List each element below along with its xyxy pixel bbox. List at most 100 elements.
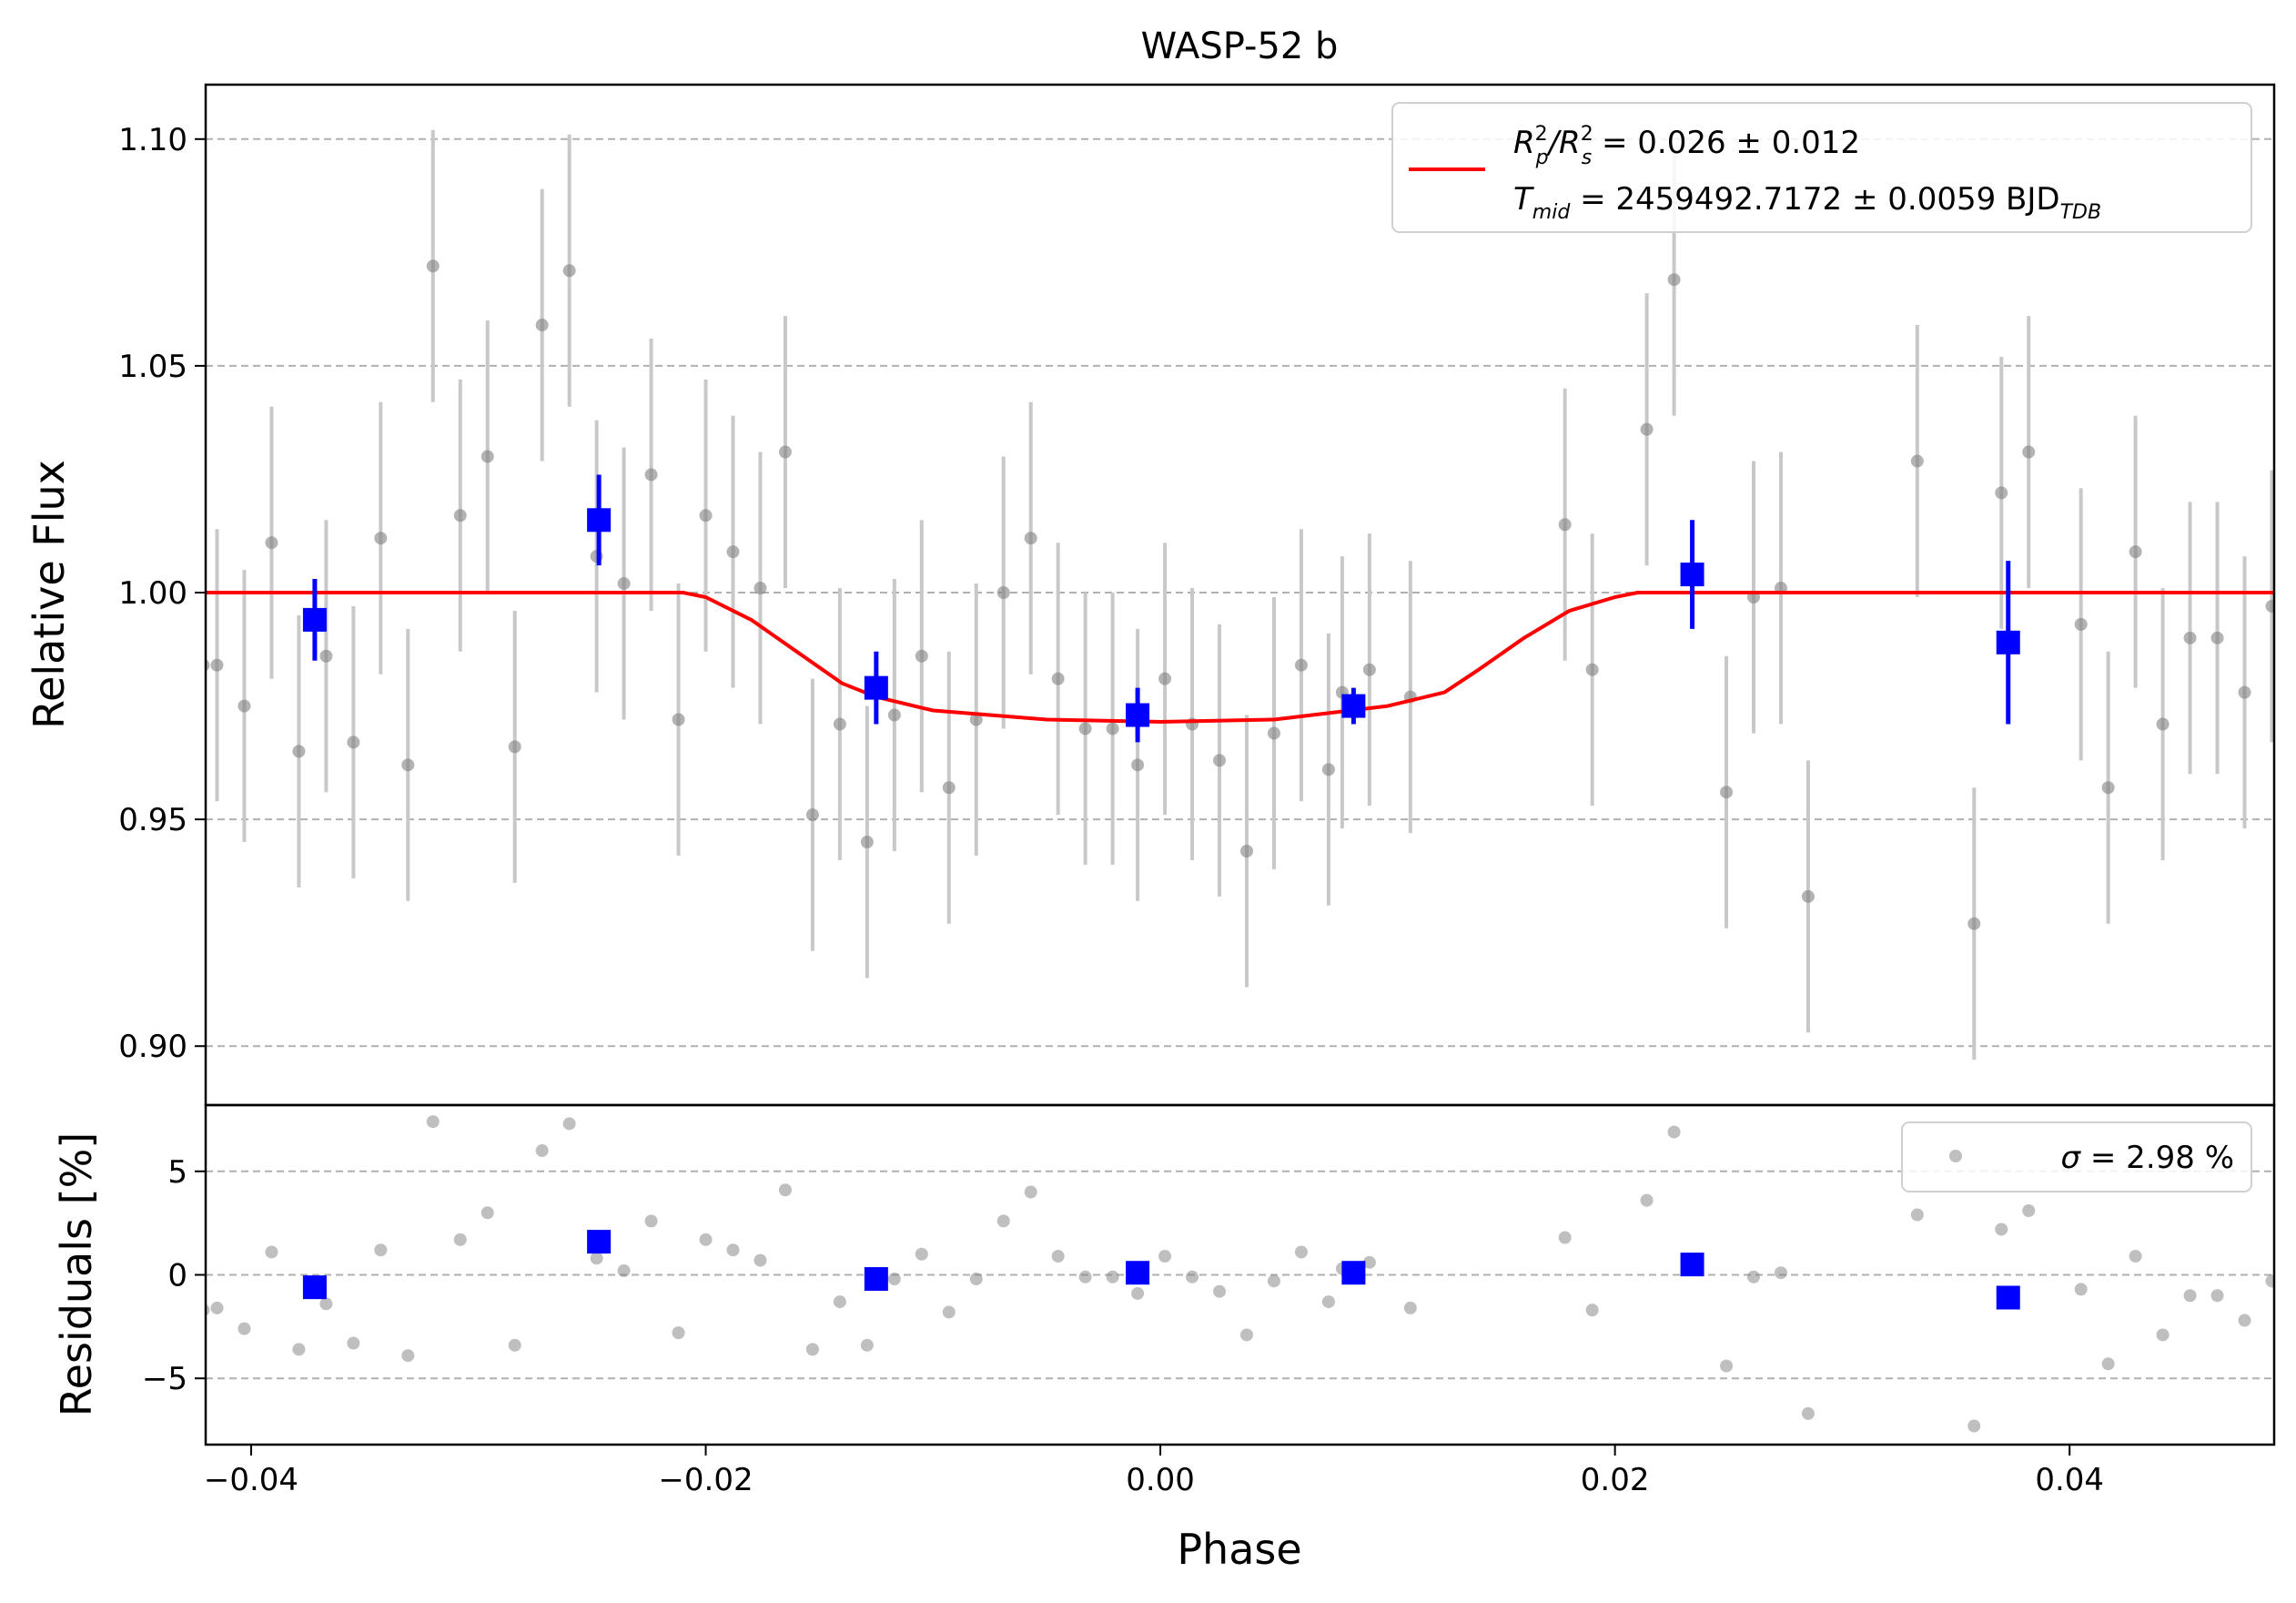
binned-point xyxy=(1126,703,1150,727)
x-tick-label: 0.02 xyxy=(1581,1462,1650,1498)
residual-point xyxy=(2183,1289,2197,1303)
data-point xyxy=(726,545,740,559)
data-point xyxy=(2183,631,2197,644)
residual-point xyxy=(265,1245,278,1259)
residual-point xyxy=(1640,1193,1654,1207)
residual-binned-point xyxy=(587,1230,612,1254)
data-point xyxy=(1667,273,1681,287)
residual-point xyxy=(887,1273,901,1286)
chart-title: WASP-52 b xyxy=(1141,25,1339,67)
binned-point xyxy=(864,675,888,700)
residual-point xyxy=(2210,1289,2224,1303)
residual-point xyxy=(453,1233,467,1246)
residual-point xyxy=(644,1214,658,1228)
data-points xyxy=(206,259,2274,930)
residual-point xyxy=(508,1338,521,1352)
data-point xyxy=(480,450,494,463)
residual-point xyxy=(726,1243,740,1257)
residual-point xyxy=(2238,1314,2251,1327)
residual-point xyxy=(347,1336,360,1350)
residual-point xyxy=(1239,1328,1253,1342)
x-tick-label: 0.04 xyxy=(2035,1462,2104,1498)
binned-point xyxy=(1996,630,2020,654)
residual-point xyxy=(590,1252,603,1265)
residual-point xyxy=(1403,1301,1417,1314)
residual-point xyxy=(996,1214,1010,1228)
residual-binned-point xyxy=(1341,1261,1366,1285)
residual-binned-point xyxy=(302,1275,327,1300)
residual-y-tick-label: 0 xyxy=(167,1258,187,1294)
data-point xyxy=(1294,658,1308,672)
data-point xyxy=(453,509,467,522)
y-tick-label: 1.10 xyxy=(118,122,187,158)
residual-point xyxy=(699,1233,713,1246)
data-point xyxy=(2238,685,2251,699)
top-legend: R2 p/R2 s = 0.026 ± 0.012 Tmid = 2459492.7… xyxy=(1391,102,2252,233)
x-tick-label: −0.02 xyxy=(658,1462,753,1498)
residual-point xyxy=(1267,1274,1280,1288)
top-y-ticks: 0.90 0.95 1.00 1.05 1.10 xyxy=(118,122,206,1065)
residual-point xyxy=(1321,1295,1335,1309)
data-point xyxy=(1321,763,1335,776)
residual-y-tick-label: −5 xyxy=(142,1361,187,1397)
binned-point xyxy=(1680,563,1704,587)
residual-point xyxy=(1186,1270,1199,1283)
legend-residual-marker xyxy=(1949,1150,1962,1162)
residual-point xyxy=(401,1349,415,1363)
residual-gridlines xyxy=(206,1170,2274,1380)
legend-sigma-text: σ = 2.98 % xyxy=(2061,1140,2234,1176)
residual-point xyxy=(942,1305,956,1319)
residual-point xyxy=(1667,1125,1681,1139)
residual-point xyxy=(238,1322,251,1335)
data-point xyxy=(1910,454,1924,468)
residual-point xyxy=(2265,1274,2274,1288)
data-point xyxy=(426,259,440,273)
y-tick-label: 0.95 xyxy=(118,802,187,838)
data-point xyxy=(1967,917,1981,930)
residual-point xyxy=(833,1295,846,1309)
data-point xyxy=(672,713,685,726)
x-ticks: −0.04 −0.02 0.00 0.02 0.04 xyxy=(204,1445,2104,1498)
data-point xyxy=(206,659,210,672)
residual-binned-point xyxy=(1126,1261,1150,1285)
data-point xyxy=(942,781,956,795)
data-point xyxy=(265,536,278,550)
data-point xyxy=(915,649,928,663)
data-point xyxy=(238,699,251,713)
top-legend-box xyxy=(1391,102,2252,233)
residual-point xyxy=(1774,1266,1787,1280)
data-point xyxy=(1558,518,1572,532)
y-tick-label: 1.00 xyxy=(118,575,187,612)
data-point xyxy=(1106,722,1119,736)
residual-point xyxy=(210,1301,224,1314)
residual-y-ticks: −5 0 5 xyxy=(142,1154,206,1397)
data-point xyxy=(2022,445,2036,459)
x-tick-label: 0.00 xyxy=(1126,1462,1195,1498)
data-point xyxy=(2101,781,2115,795)
data-point xyxy=(1239,844,1253,857)
data-point xyxy=(617,577,631,591)
data-point xyxy=(699,509,713,522)
residual-y-tick-label: 5 xyxy=(167,1154,187,1191)
residual-point xyxy=(562,1117,576,1131)
data-point xyxy=(1267,726,1280,740)
legend-line-1: R2 p/R2 s = 0.026 ± 0.012 xyxy=(1513,123,1860,169)
binned-point xyxy=(302,607,327,632)
data-point xyxy=(833,717,846,731)
data-point xyxy=(754,582,767,595)
residual-binned-points xyxy=(302,1230,2020,1310)
residual-binned-point xyxy=(1996,1285,2020,1310)
data-point xyxy=(2129,545,2142,559)
residual-legend: σ = 2.98 % xyxy=(1901,1121,2252,1192)
y-tick-label: 0.90 xyxy=(118,1029,187,1065)
residual-point xyxy=(374,1243,388,1257)
data-point xyxy=(1995,486,2008,500)
data-point xyxy=(1051,672,1065,685)
data-point xyxy=(1213,754,1227,767)
data-point xyxy=(508,740,521,754)
residual-point xyxy=(754,1253,767,1267)
residual-point xyxy=(969,1273,983,1286)
residual-point xyxy=(1131,1286,1145,1300)
data-point xyxy=(1362,663,1376,676)
data-point xyxy=(562,264,576,278)
